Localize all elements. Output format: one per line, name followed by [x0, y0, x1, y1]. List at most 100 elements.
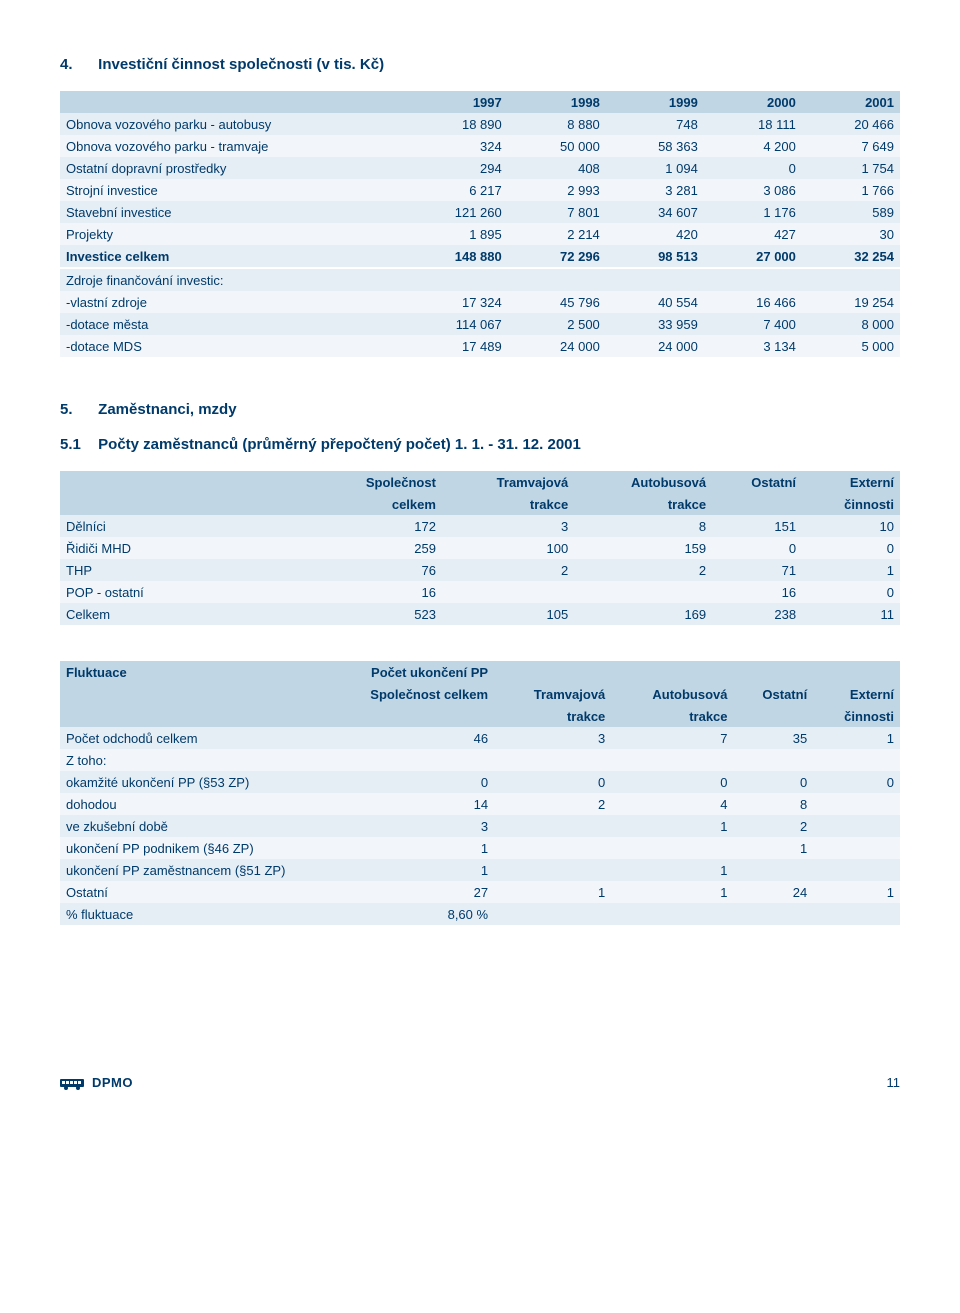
table-row: Celkem52310516923811 — [60, 603, 900, 625]
col-header: Externí — [813, 683, 900, 705]
cell: 24 000 — [606, 335, 704, 357]
cell — [611, 749, 733, 771]
col-header: Společnost celkem — [312, 683, 494, 705]
cell: 105 — [442, 603, 574, 625]
section5-table: Společnost Tramvajová Autobusová Ostatní… — [60, 471, 900, 625]
row-label: Obnova vozového parku - tramvaje — [60, 135, 396, 157]
cell — [494, 903, 611, 925]
cell: 2 — [442, 559, 574, 581]
cell: 1 — [734, 837, 814, 859]
page-number: 11 — [887, 1075, 901, 1090]
col-header: 2001 — [802, 91, 900, 113]
cell: 8 000 — [802, 313, 900, 335]
row-label: Zdroje finančování investic: — [60, 268, 396, 291]
col-header: Společnost — [312, 471, 442, 493]
row-label: Ostatní dopravní prostředky — [60, 157, 396, 179]
col-header: Externí — [802, 471, 900, 493]
header-blank — [60, 705, 312, 727]
row-label: dohodou — [60, 793, 312, 815]
cell: 10 — [802, 515, 900, 537]
table-row: Z toho: — [60, 749, 900, 771]
table-row: Zdroje finančování investic: — [60, 268, 900, 291]
cell: 19 254 — [802, 291, 900, 313]
table-header-row: Fluktuace Počet ukončení PP — [60, 661, 900, 683]
section5-title: Zaměstnanci, mzdy — [98, 401, 236, 418]
cell — [494, 749, 611, 771]
table-row: Obnova vozového parku - autobusy18 8908 … — [60, 113, 900, 135]
col-header: Ostatní — [734, 683, 814, 705]
cell: 46 — [312, 727, 494, 749]
cell: 33 959 — [606, 313, 704, 335]
row-label: Investice celkem — [60, 245, 396, 268]
row-label: ve zkušební době — [60, 815, 312, 837]
cell — [802, 268, 900, 291]
cell: 30 — [802, 223, 900, 245]
table-row: THP7622711 — [60, 559, 900, 581]
col-header: 1998 — [508, 91, 606, 113]
cell: 2 — [574, 559, 712, 581]
col-header: trakce — [442, 493, 574, 515]
cell: 18 890 — [396, 113, 508, 135]
cell: 589 — [802, 201, 900, 223]
cell: 1 766 — [802, 179, 900, 201]
col-header — [813, 661, 900, 683]
section4-heading: 4. Investiční činnost společnosti (v tis… — [60, 56, 900, 73]
row-label: ukončení PP zaměstnancem (§51 ZP) — [60, 859, 312, 881]
header-blank — [60, 471, 312, 493]
table-row: ukončení PP zaměstnancem (§51 ZP)11 — [60, 859, 900, 881]
cell: 58 363 — [606, 135, 704, 157]
cell: 72 296 — [508, 245, 606, 268]
table-header-row: trakce trakce činnosti — [60, 705, 900, 727]
cell: 3 — [494, 727, 611, 749]
fluktuace-table: Fluktuace Počet ukončení PP Společnost c… — [60, 661, 900, 925]
table-row: % fluktuace8,60 % — [60, 903, 900, 925]
section5-heading: 5. Zaměstnanci, mzdy — [60, 401, 900, 418]
cell: 16 466 — [704, 291, 802, 313]
cell: 16 — [712, 581, 802, 603]
cell: 34 607 — [606, 201, 704, 223]
cell: 1 — [802, 559, 900, 581]
col-header — [611, 661, 733, 683]
row-label: Obnova vozového parku - autobusy — [60, 113, 396, 135]
table-header-row: celkem trakce trakce činnosti — [60, 493, 900, 515]
cell: 40 554 — [606, 291, 704, 313]
cell: 0 — [704, 157, 802, 179]
cell — [312, 749, 494, 771]
table-row: Strojní investice6 2172 9933 2813 0861 7… — [60, 179, 900, 201]
cell: 0 — [734, 771, 814, 793]
cell — [606, 268, 704, 291]
table-row: -dotace MDS17 48924 00024 0003 1345 000 — [60, 335, 900, 357]
cell: 3 — [442, 515, 574, 537]
cell: 3 086 — [704, 179, 802, 201]
cell: 2 993 — [508, 179, 606, 201]
cell: 0 — [813, 771, 900, 793]
col-header: celkem — [312, 493, 442, 515]
cell: 0 — [312, 771, 494, 793]
cell: 5 000 — [802, 335, 900, 357]
section5-sub-num: 5.1 — [60, 436, 94, 453]
cell: 1 — [312, 837, 494, 859]
row-label: Ostatní — [60, 881, 312, 903]
section4-table: 1997 1998 1999 2000 2001 Obnova vozového… — [60, 91, 900, 357]
fluktuace-title: Fluktuace — [60, 661, 312, 683]
row-label: Dělníci — [60, 515, 312, 537]
cell: 408 — [508, 157, 606, 179]
cell — [813, 749, 900, 771]
cell: 27 000 — [704, 245, 802, 268]
table-row: Ostatní2711241 — [60, 881, 900, 903]
cell — [734, 859, 814, 881]
cell: 2 — [494, 793, 611, 815]
cell: 3 281 — [606, 179, 704, 201]
cell: 169 — [574, 603, 712, 625]
cell: 151 — [712, 515, 802, 537]
col-header: Tramvajová — [494, 683, 611, 705]
cell: 1 754 — [802, 157, 900, 179]
cell: 8 — [574, 515, 712, 537]
cell — [396, 268, 508, 291]
cell: 24 000 — [508, 335, 606, 357]
row-label: THP — [60, 559, 312, 581]
cell: 1 — [813, 881, 900, 903]
cell — [494, 815, 611, 837]
row-label: POP - ostatní — [60, 581, 312, 603]
table-row: ve zkušební době312 — [60, 815, 900, 837]
